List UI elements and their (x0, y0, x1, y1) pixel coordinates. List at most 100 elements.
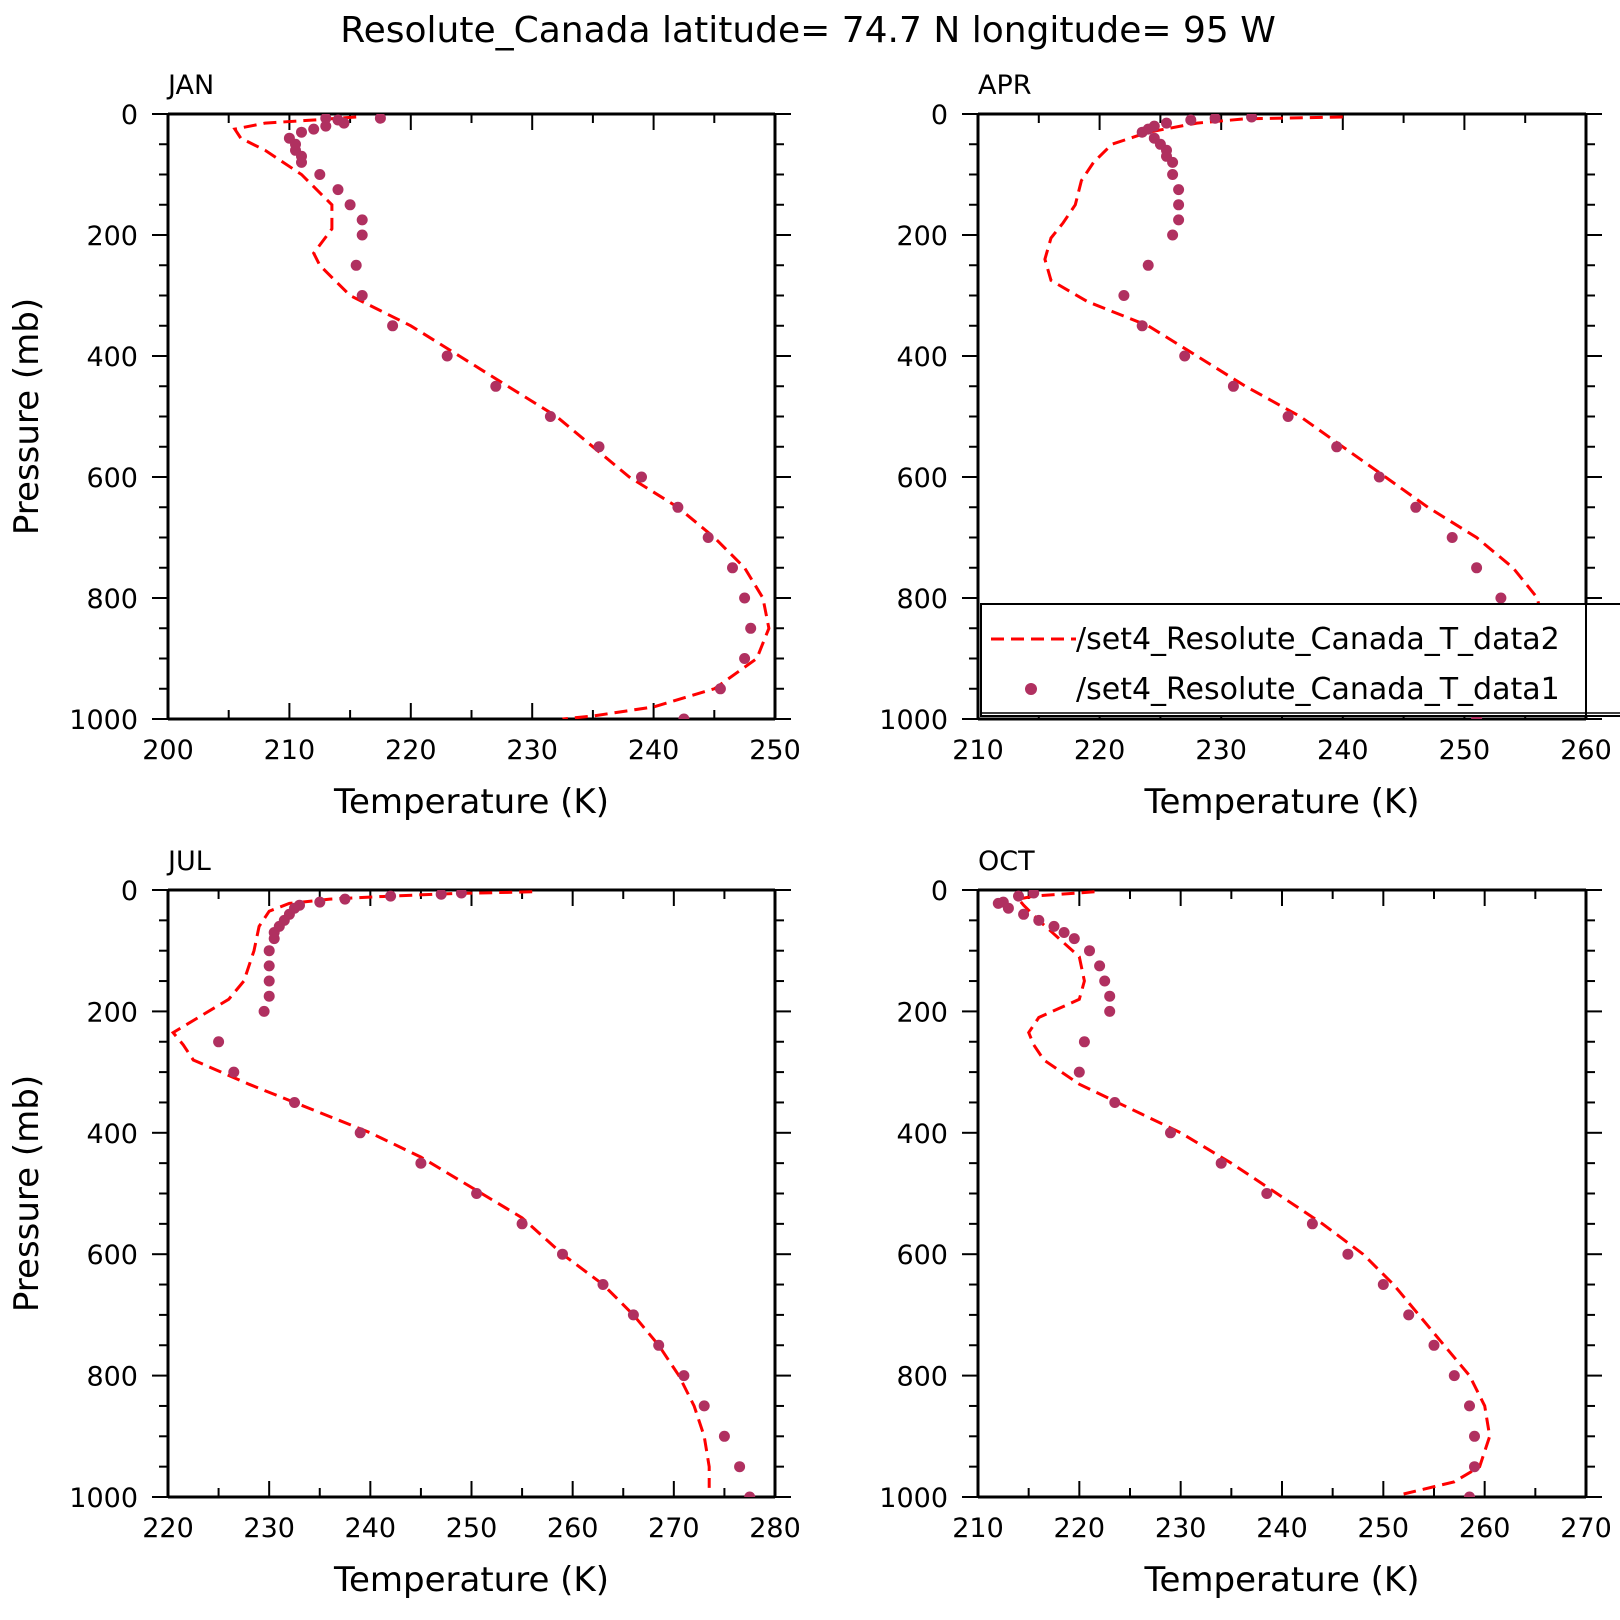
data-point-data1 (1428, 1339, 1440, 1351)
data-point-data1 (213, 1036, 225, 1048)
data-point-data1 (593, 441, 605, 453)
legend-entry-label: /set4_Resolute_Canada_T_data1 (1076, 672, 1560, 707)
data-point-data1 (1136, 320, 1148, 332)
x-tick-label: 230 (243, 1513, 295, 1544)
data-point-data1 (356, 229, 368, 241)
data-point-data1 (455, 890, 467, 899)
x-tick-label: 260 (547, 1513, 599, 1544)
data-point-data1 (1403, 1309, 1415, 1321)
data-point-data1 (672, 501, 684, 513)
data-point-data1 (1185, 114, 1197, 126)
x-tick-label: 230 (1155, 1513, 1207, 1544)
data-point-data1 (557, 1248, 568, 1260)
data-point-data1 (1209, 114, 1221, 124)
data-point-data1 (350, 259, 362, 271)
panels: 200 210 220 230 240 250 0 200 400 600 800 1000 JAN Te… (7, 70, 1620, 1600)
data-point-data1 (1073, 1066, 1085, 1078)
x-tick-label: 240 (628, 735, 680, 766)
x-tick-label: 250 (749, 735, 801, 766)
y-tick-label: 800 (896, 1362, 948, 1393)
y-tick-label: 400 (896, 342, 948, 373)
data-point-data1 (339, 893, 351, 905)
data-point-data1 (1078, 1036, 1090, 1048)
data-point-data1 (320, 114, 332, 124)
x-tick-label: 270 (648, 1513, 700, 1544)
x-tick-label: 220 (385, 735, 437, 766)
legend-box (980, 603, 1620, 717)
data-point-data1 (1306, 1218, 1318, 1230)
data-point-data1 (1215, 1157, 1227, 1169)
panel-jan: 200 210 220 230 240 250 0 200 400 600 800 1000 JAN Te… (7, 70, 801, 822)
data-point-data1 (698, 1400, 710, 1412)
y-tick-label: 400 (86, 1119, 138, 1150)
legend-entry-label: /set4_Resolute_Canada_T_data2 (1076, 622, 1560, 657)
data-point-data1 (1167, 169, 1179, 180)
y-axis-label: Pressure (mb) (7, 298, 47, 535)
data-point-data1 (1018, 908, 1030, 920)
data-point-data1 (544, 411, 556, 422)
x-axis-label: Temperature (K) (333, 1560, 609, 1600)
x-axis-label: Temperature (K) (333, 782, 609, 822)
figure-title: Resolute_Canada latitude= 74.7 N longitu… (340, 10, 1276, 51)
panel-oct: 210 220 230 240 250 260 270 0 200 400 600 800 1000 OC… (879, 846, 1611, 1600)
x-tick-label: 250 (1358, 1513, 1410, 1544)
x-tick-label: 250 (1439, 735, 1491, 766)
data-point-data1 (308, 123, 320, 135)
series-line-data2 (170, 890, 711, 1488)
data-point-data1 (1118, 290, 1130, 301)
series-line-data2 (232, 115, 771, 719)
data-point-data1 (1173, 184, 1185, 196)
data-point-data1 (387, 320, 399, 332)
data-point-data1 (1342, 1248, 1354, 1260)
x-axis-label: Temperature (K) (1143, 782, 1419, 822)
plot-area (992, 890, 1492, 1497)
data-point-data1 (1048, 920, 1060, 932)
y-tick-label: 600 (896, 463, 948, 494)
x-tick-label: 230 (1195, 735, 1247, 766)
y-tick-label: 200 (896, 221, 948, 252)
y-tick-label: 1000 (69, 705, 138, 736)
data-point-data1 (332, 184, 344, 196)
data-point-data1 (1165, 1127, 1176, 1139)
data-point-data1 (1179, 350, 1191, 362)
y-tick-label: 600 (896, 1240, 948, 1271)
data-point-data1 (1448, 1370, 1460, 1382)
data-point-data1 (718, 1430, 730, 1442)
y-tick-label: 1000 (879, 1483, 948, 1514)
data-point-data1 (1373, 471, 1385, 483)
data-point-data1 (1028, 890, 1040, 899)
data-point-data1 (1084, 945, 1095, 957)
data-point-data1 (1464, 1400, 1475, 1412)
data-point-data1 (1068, 933, 1080, 945)
data-point-data1 (1104, 990, 1116, 1002)
data-point-data1 (739, 653, 751, 664)
data-point-data1 (1464, 1491, 1475, 1497)
data-point-data1 (385, 890, 397, 902)
data-point-data1 (296, 126, 307, 138)
data-point-data1 (1013, 890, 1024, 902)
data-point-data1 (314, 169, 326, 180)
data-point-data1 (1104, 1005, 1116, 1017)
data-point-data1 (1099, 975, 1111, 987)
data-point-data1 (314, 896, 326, 908)
y-tick-label: 1000 (879, 705, 948, 736)
data-point-data1 (415, 1157, 427, 1169)
x-tick-label: 240 (1317, 735, 1369, 766)
data-point-data1 (678, 713, 690, 719)
y-tick-label: 800 (896, 584, 948, 615)
data-point-data1 (1142, 259, 1154, 271)
data-point-data1 (1002, 902, 1014, 914)
data-point-data1 (1471, 562, 1483, 574)
data-point-data1 (1033, 914, 1045, 926)
data-point-data1 (1495, 592, 1507, 604)
data-point-data1 (296, 156, 307, 168)
y-tick-label: 0 (931, 876, 948, 907)
data-point-data1 (1282, 411, 1294, 422)
plot-area (232, 114, 771, 719)
data-point-data1 (727, 562, 738, 574)
data-point-data1 (744, 1491, 756, 1497)
x-tick-label: 270 (1560, 1513, 1612, 1544)
data-point-data1 (441, 350, 453, 362)
y-tick-label: 600 (86, 1240, 138, 1271)
